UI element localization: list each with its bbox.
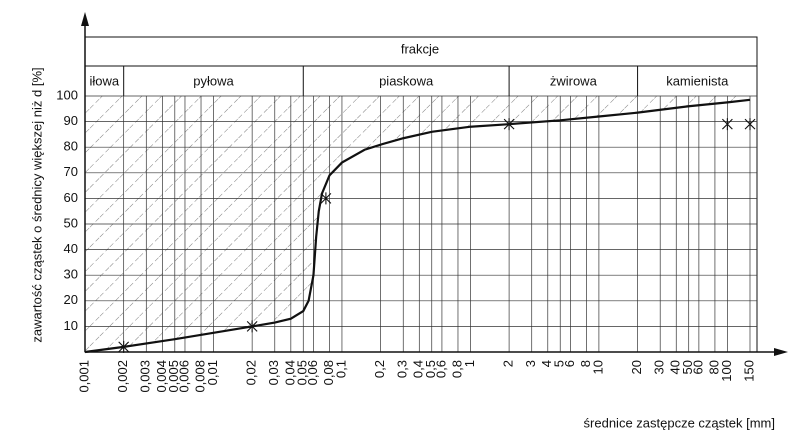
x-axis-label: średnice zastępcze cząstek [mm]: [584, 415, 775, 430]
x-tick-label: 80: [706, 360, 721, 374]
fraction-label: pyłowa: [193, 73, 234, 88]
sample-point: [503, 118, 515, 131]
x-tick-label: 0,3: [395, 360, 410, 378]
y-axis-label: zawartość cząstek o średnicy większej ni…: [29, 67, 44, 342]
x-tick-label: 0,06: [305, 360, 320, 385]
x-tick-label: 3: [523, 360, 538, 367]
x-tick-label: 0,03: [266, 360, 281, 385]
x-tick-label: 0,02: [244, 360, 259, 385]
x-tick-label: 4: [539, 360, 554, 367]
y-tick-label: 20: [64, 292, 78, 307]
sample-point: [744, 118, 756, 131]
x-tick-label: 0,008: [192, 360, 207, 393]
y-tick-label: 50: [64, 215, 78, 230]
y-tick-label: 80: [64, 139, 78, 154]
header: frakcje: [401, 41, 439, 56]
fraction-label: żwirowa: [550, 73, 598, 88]
sample-point: [320, 192, 332, 205]
x-tick-label: 0,003: [138, 360, 153, 393]
x-tick-label: 0,01: [205, 360, 220, 385]
grading-curve: [84, 98, 751, 354]
x-arrow: [774, 348, 788, 356]
x-tick-label: 0,006: [176, 360, 191, 393]
hatch-area: [85, 96, 750, 352]
x-tick-label: 8: [578, 360, 593, 367]
x-tick-label: 0,4: [411, 360, 426, 378]
sample-point: [246, 320, 258, 333]
x-tick-label: 0,2: [372, 360, 387, 378]
x-tick-label: 60: [690, 360, 705, 374]
x-tick-label: 30: [652, 360, 667, 374]
x-tick-label: 6: [562, 360, 577, 367]
sample-point: [721, 118, 733, 131]
fraction-label: kamienista: [666, 73, 729, 88]
y-tick-label: 90: [64, 113, 78, 128]
x-tick-label: 0,004: [154, 360, 169, 393]
x-tick-label: 2: [501, 360, 516, 367]
x-tick-label: 10: [590, 360, 605, 374]
x-tick-label: 5: [552, 360, 567, 367]
fraction-label: piaskowa: [379, 73, 434, 88]
y-arrow: [81, 12, 89, 26]
fraction-label: iłowa: [90, 73, 120, 88]
x-tick-label: 1: [462, 360, 477, 367]
x-tick-label: 0,001: [76, 360, 91, 393]
x-tick-label: 20: [629, 360, 644, 374]
y-tick-label: 30: [64, 267, 78, 282]
x-tick-label: 0,04: [282, 360, 297, 385]
x-tick-label: 100: [719, 360, 734, 382]
y-tick-label: 70: [64, 164, 78, 179]
x-tick-label: 0,6: [433, 360, 448, 378]
y-tick-label: 100: [56, 87, 78, 102]
x-tick-label: 0,5: [423, 360, 438, 378]
x-tick-label: 0,8: [449, 360, 464, 378]
x-tick-label: 0,08: [321, 360, 336, 385]
x-tick-label: 0,002: [115, 360, 130, 393]
sample-point: [118, 340, 130, 353]
x-tick-label: 150: [741, 360, 756, 382]
x-tick-label: 50: [680, 360, 695, 374]
y-tick-label: 10: [64, 318, 78, 333]
y-tick-label: 40: [64, 241, 78, 256]
y-tick-label: 60: [64, 190, 78, 205]
x-tick-label: 0,1: [333, 360, 348, 378]
x-tick-label: 0,005: [166, 360, 181, 393]
x-tick-label: 40: [668, 360, 683, 374]
x-tick-label: 0,05: [295, 360, 310, 385]
